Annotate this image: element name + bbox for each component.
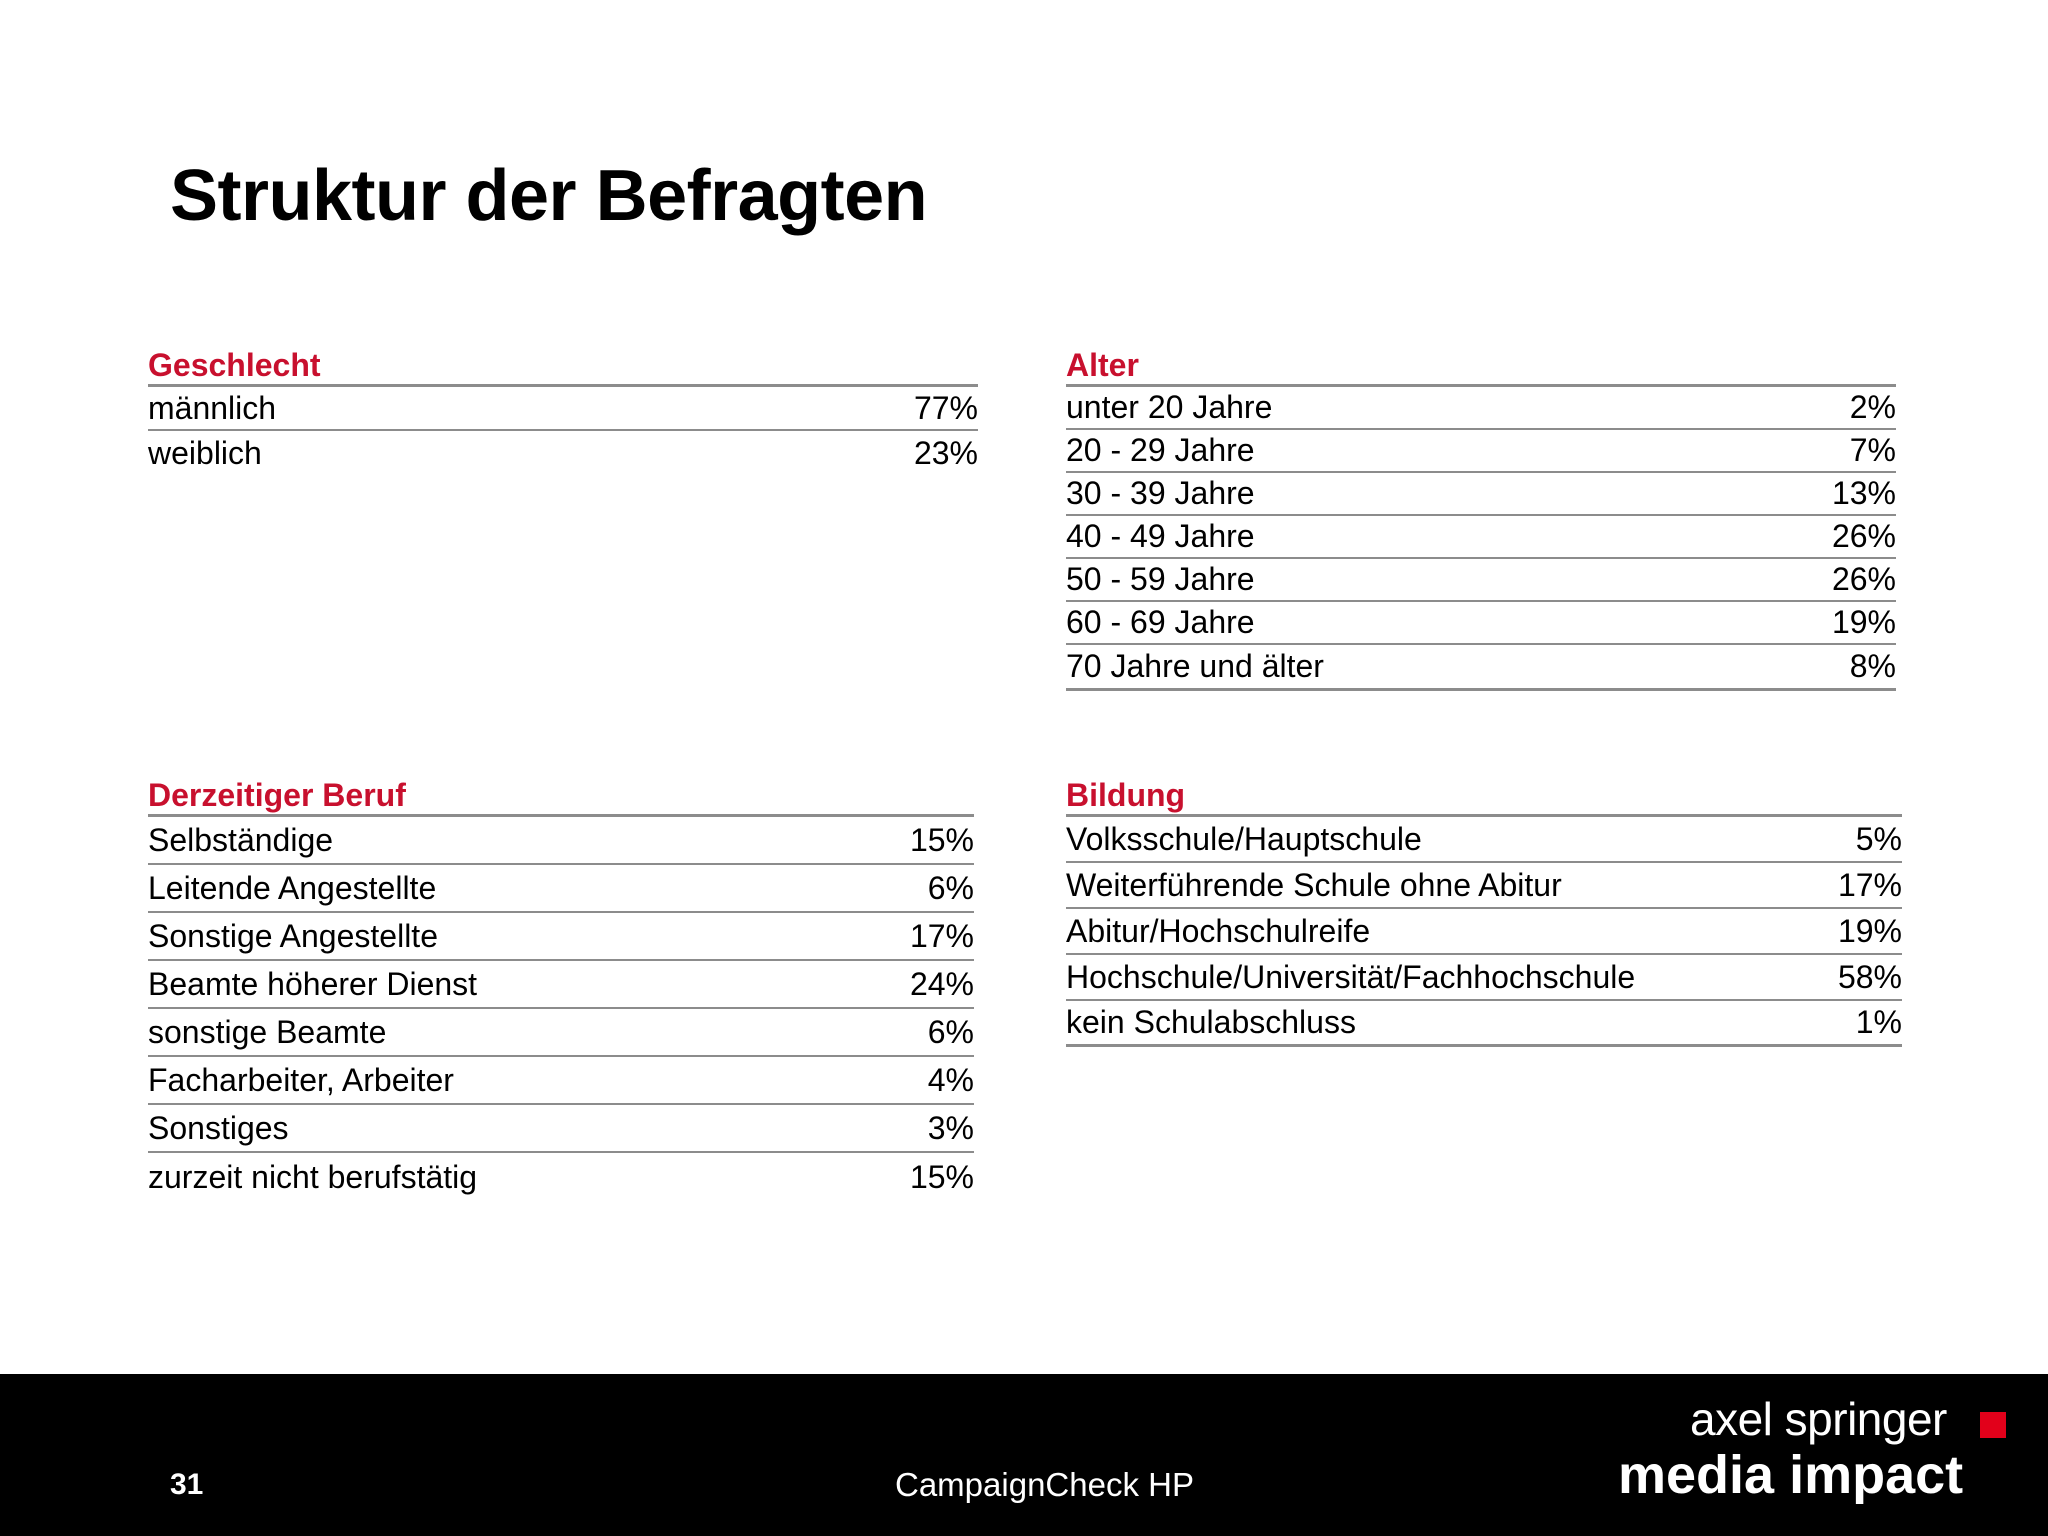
table-row: 20 - 29 Jahre 7%	[1066, 430, 1896, 473]
row-label: 70 Jahre und älter	[1066, 648, 1324, 684]
rows-bildung: Volksschule/Hauptschule 5% Weiterführende …	[1066, 817, 1902, 1047]
row-value: 6%	[927, 869, 974, 906]
page-number: 31	[170, 1468, 204, 1501]
row-label: kein Schulabschluss	[1066, 1004, 1356, 1040]
row-value: 24%	[909, 965, 974, 1002]
row-label: Weiterführende Schule ohne Abitur	[1066, 866, 1562, 903]
row-value: 13%	[1831, 475, 1896, 511]
row-label: Hochschule/Universität/Fachhochschule	[1066, 958, 1636, 995]
logo-text-media-impact: media impact	[1618, 1445, 1964, 1505]
row-label: 50 - 59 Jahre	[1066, 561, 1255, 597]
table-row: kein Schulabschluss 1%	[1066, 1001, 1902, 1047]
row-value: 23%	[913, 434, 978, 471]
table-row: 60 - 69 Jahre 19%	[1066, 602, 1896, 645]
row-label: Selbständige	[148, 821, 334, 858]
logo-text-axel-springer: axel springer	[1690, 1393, 1947, 1445]
table-row: Selbständige 15%	[148, 817, 974, 865]
section-geschlecht: Geschlecht männlich 77% weiblich 23%	[148, 346, 978, 475]
table-row: Sonstige Angestellte 17%	[148, 913, 974, 961]
row-value: 6%	[927, 1013, 974, 1050]
table-row: männlich 77%	[148, 387, 978, 431]
section-bildung: Bildung Volksschule/Hauptschule 5% Weiterf…	[1066, 776, 1902, 1047]
row-label: männlich	[148, 389, 277, 426]
row-value: 1%	[1855, 1004, 1902, 1040]
footer-bar	[0, 1374, 2048, 1536]
table-row: zurzeit nicht berufstätig 15%	[148, 1153, 974, 1201]
table-row: 40 - 49 Jahre 26%	[1066, 516, 1896, 559]
table-row: 50 - 59 Jahre 26%	[1066, 559, 1896, 602]
section-heading-beruf: Derzeitiger Beruf	[148, 776, 974, 817]
row-value: 3%	[927, 1109, 974, 1146]
table-row: Hochschule/Universität/Fachhochschule 58%	[1066, 955, 1902, 1001]
section-heading-bildung: Bildung	[1066, 776, 1902, 817]
row-label: Sonstige Angestellte	[148, 917, 438, 954]
row-label: sonstige Beamte	[148, 1013, 387, 1050]
table-row: weiblich 23%	[148, 431, 978, 475]
logo-square-icon	[1980, 1412, 2006, 1438]
table-row: Facharbeiter, Arbeiter 4%	[148, 1057, 974, 1105]
row-value: 5%	[1855, 820, 1902, 857]
table-row: unter 20 Jahre 2%	[1066, 387, 1896, 430]
row-value: 4%	[927, 1061, 974, 1098]
rows-geschlecht: männlich 77% weiblich 23%	[148, 387, 978, 475]
table-row: 70 Jahre und älter 8%	[1066, 645, 1896, 691]
row-value: 77%	[913, 389, 978, 426]
page-title: Struktur der Befragten	[170, 156, 928, 236]
row-value: 15%	[909, 821, 974, 858]
row-label: Volksschule/Hauptschule	[1066, 820, 1422, 857]
row-label: 20 - 29 Jahre	[1066, 432, 1255, 468]
table-row: Volksschule/Hauptschule 5%	[1066, 817, 1902, 863]
table-row: Weiterführende Schule ohne Abitur 17%	[1066, 863, 1902, 909]
row-value: 19%	[1837, 912, 1902, 949]
row-label: Facharbeiter, Arbeiter	[148, 1061, 454, 1098]
table-row: sonstige Beamte 6%	[148, 1009, 974, 1057]
row-label: 40 - 49 Jahre	[1066, 518, 1255, 554]
row-value: 17%	[1837, 866, 1902, 903]
row-label: zurzeit nicht berufstätig	[148, 1158, 478, 1195]
section-beruf: Derzeitiger Beruf Selbständige 15% Leitend…	[148, 776, 974, 1201]
row-value: 26%	[1831, 561, 1896, 597]
row-value: 58%	[1837, 958, 1902, 995]
row-label: weiblich	[148, 434, 262, 471]
table-row: Leitende Angestellte 6%	[148, 865, 974, 913]
row-label: 60 - 69 Jahre	[1066, 604, 1255, 640]
table-row: 30 - 39 Jahre 13%	[1066, 473, 1896, 516]
row-label: Abitur/Hochschulreife	[1066, 912, 1371, 949]
row-label: 30 - 39 Jahre	[1066, 475, 1255, 511]
row-value: 17%	[909, 917, 974, 954]
row-label: unter 20 Jahre	[1066, 389, 1273, 425]
row-value: 2%	[1849, 389, 1896, 425]
row-value: 26%	[1831, 518, 1896, 554]
section-alter: Alter unter 20 Jahre 2% 20 - 29 Jahre 7% 30 …	[1066, 346, 1896, 691]
row-value: 8%	[1849, 648, 1896, 684]
table-row: Abitur/Hochschulreife 19%	[1066, 909, 1902, 955]
row-label: Sonstiges	[148, 1109, 289, 1146]
section-heading-alter: Alter	[1066, 346, 1896, 387]
rows-beruf: Selbständige 15% Leitende Angestellte 6% Son…	[148, 817, 974, 1201]
row-label: Leitende Angestellte	[148, 869, 437, 906]
row-label: Beamte höherer Dienst	[148, 965, 478, 1002]
table-row: Beamte höherer Dienst 24%	[148, 961, 974, 1009]
rows-alter: unter 20 Jahre 2% 20 - 29 Jahre 7% 30 - 39 J…	[1066, 387, 1896, 691]
table-row: Sonstiges 3%	[148, 1105, 974, 1153]
row-value: 15%	[909, 1158, 974, 1195]
footer-title: CampaignCheck HP	[895, 1466, 1194, 1503]
row-value: 7%	[1849, 432, 1896, 468]
row-value: 19%	[1831, 604, 1896, 640]
section-heading-geschlecht: Geschlecht	[148, 346, 978, 387]
